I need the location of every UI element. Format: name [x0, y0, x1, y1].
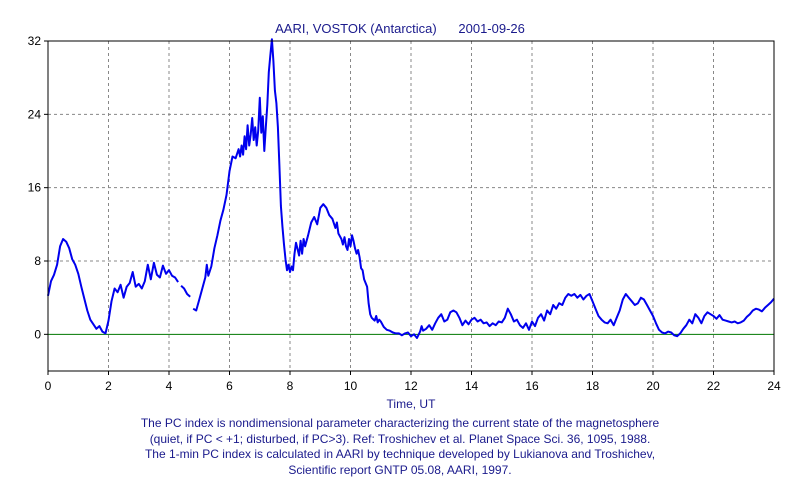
pc-index-line [192, 38, 775, 339]
x-tick-label: 6 [226, 379, 233, 393]
x-tick-label: 4 [166, 379, 173, 393]
x-tick-label: 24 [767, 379, 781, 393]
x-tick-label: 22 [707, 379, 721, 393]
caption-line: The PC index is nondimensional parameter… [140, 416, 660, 430]
grid [48, 41, 774, 371]
y-tick-label: 16 [28, 181, 42, 195]
y-tick-label: 8 [34, 254, 41, 268]
x-tick-label: 2 [105, 379, 112, 393]
pc-index-line [180, 285, 191, 298]
caption-line: The 1-min PC index is calculated in AARI… [144, 447, 656, 461]
x-axis-label: Time, UT [387, 397, 437, 411]
caption-line: (quiet, if PC < +1; disturbed, if PC>3).… [149, 431, 651, 446]
y-tick-label: 32 [28, 34, 42, 48]
pc-index-line [47, 238, 179, 335]
y-tick-label: 0 [34, 327, 41, 341]
y-axis-ticks: 32 24 16 8 0 [28, 34, 48, 341]
caption-line: Scientific report GNTP 05.08, AARI, 1997… [288, 462, 512, 477]
x-tick-label: 12 [404, 379, 418, 393]
x-tick-label: 10 [344, 379, 358, 393]
x-tick-label: 8 [287, 379, 294, 393]
y-tick-label: 24 [28, 107, 42, 121]
chart-title: AARI, VOSTOK (Antarctica) 2001-09-26 [275, 21, 525, 36]
x-tick-label: 0 [45, 379, 52, 393]
x-axis-ticks: 0 2 4 6 8 10 12 14 16 18 20 22 24 [45, 371, 781, 393]
x-tick-label: 20 [646, 379, 660, 393]
x-tick-label: 18 [586, 379, 600, 393]
series-group [47, 38, 775, 339]
x-tick-label: 14 [465, 379, 479, 393]
caption: The PC index is nondimensional parameter… [0, 416, 800, 478]
x-tick-label: 16 [525, 379, 539, 393]
